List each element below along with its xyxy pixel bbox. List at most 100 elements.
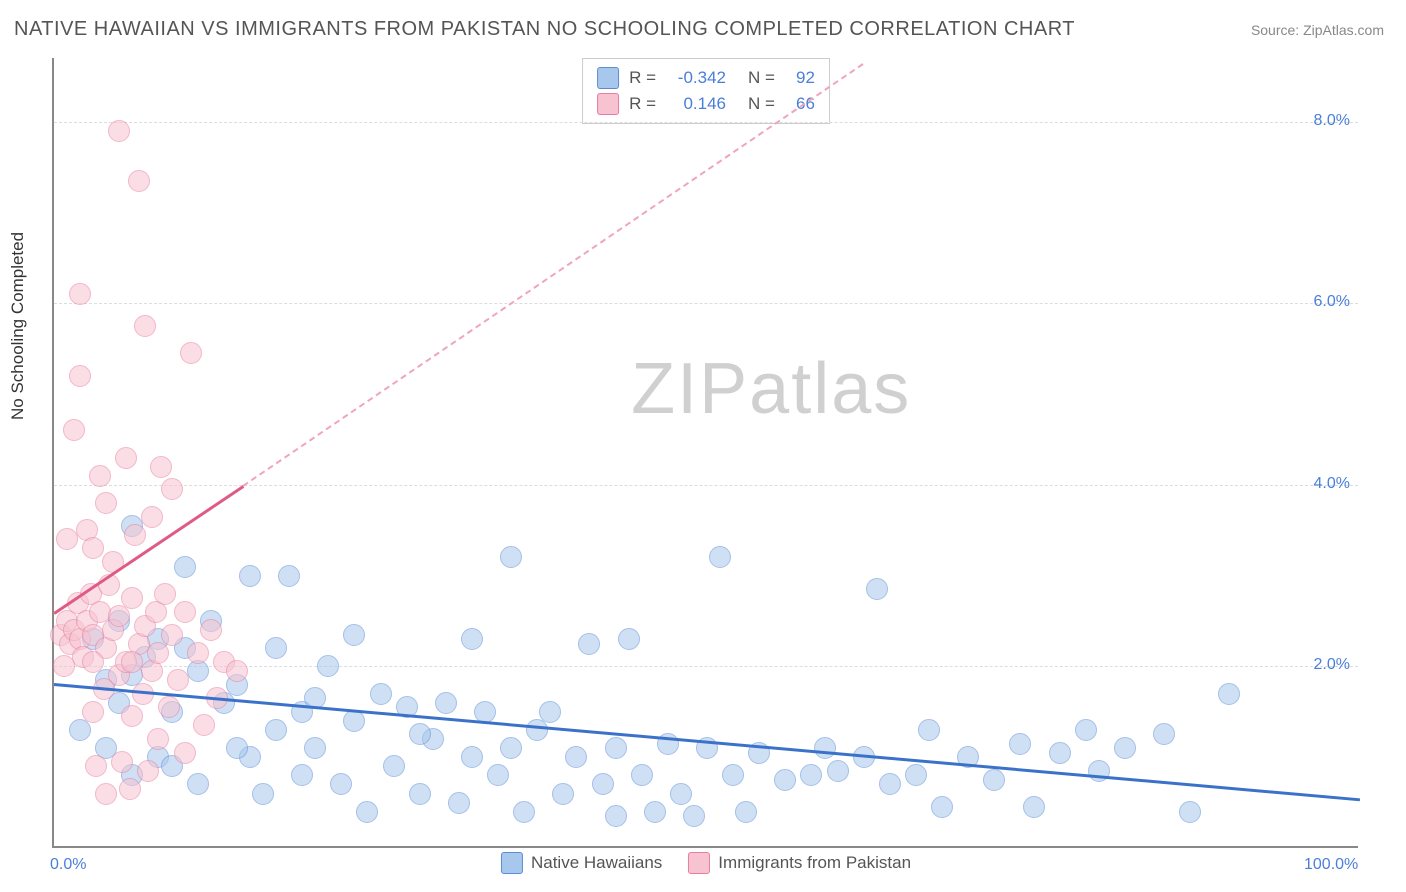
data-point — [161, 478, 183, 500]
data-point — [150, 456, 172, 478]
chart-title: NATIVE HAWAIIAN VS IMMIGRANTS FROM PAKIS… — [14, 18, 1075, 41]
data-point — [89, 465, 111, 487]
data-point — [670, 783, 692, 805]
data-point — [500, 546, 522, 568]
data-point — [774, 769, 796, 791]
data-point — [461, 746, 483, 768]
data-point — [174, 556, 196, 578]
legend-label-blue: Native Hawaiians — [531, 853, 662, 873]
data-point — [124, 524, 146, 546]
x-tick-label: 0.0% — [50, 856, 86, 874]
data-point — [193, 714, 215, 736]
y-tick-label: 2.0% — [1314, 656, 1350, 674]
data-point — [82, 537, 104, 559]
data-point — [435, 692, 457, 714]
data-point — [158, 696, 180, 718]
data-point — [578, 633, 600, 655]
data-point — [167, 669, 189, 691]
data-point — [1114, 737, 1136, 759]
data-point — [605, 805, 627, 827]
data-point — [1075, 719, 1097, 741]
watermark-zip: ZIP — [631, 349, 749, 429]
data-point — [187, 642, 209, 664]
data-point — [95, 492, 117, 514]
data-point — [487, 764, 509, 786]
data-point — [304, 737, 326, 759]
r-value-pink: 0.146 — [666, 94, 726, 114]
source-label: Source: ZipAtlas.com — [1251, 22, 1384, 38]
y-axis-label: No Schooling Completed — [8, 232, 28, 420]
gridline — [54, 485, 1358, 486]
data-point — [605, 737, 627, 759]
data-point — [409, 783, 431, 805]
data-point — [370, 683, 392, 705]
data-point — [539, 701, 561, 723]
r-label: R = — [629, 94, 656, 114]
stats-row-pink: R = 0.146 N = 66 — [597, 91, 815, 117]
data-point — [278, 565, 300, 587]
data-point — [187, 773, 209, 795]
data-point — [683, 805, 705, 827]
data-point — [827, 760, 849, 782]
data-point — [121, 705, 143, 727]
data-point — [722, 764, 744, 786]
r-label: R = — [629, 68, 656, 88]
data-point — [931, 796, 953, 818]
trend-line — [243, 63, 864, 487]
y-tick-label: 6.0% — [1314, 293, 1350, 311]
n-label: N = — [748, 94, 775, 114]
stats-legend-box: R = -0.342 N = 92 R = 0.146 N = 66 — [582, 58, 830, 124]
legend-label-pink: Immigrants from Pakistan — [718, 853, 911, 873]
data-point — [115, 447, 137, 469]
data-point — [983, 769, 1005, 791]
data-point — [526, 719, 548, 741]
data-point — [291, 764, 313, 786]
data-point — [82, 651, 104, 673]
data-point — [631, 764, 653, 786]
data-point — [265, 637, 287, 659]
data-point — [265, 719, 287, 741]
data-point — [513, 801, 535, 823]
data-point — [128, 170, 150, 192]
gridline — [54, 122, 1358, 123]
data-point — [69, 719, 91, 741]
data-point — [1179, 801, 1201, 823]
gridline — [54, 303, 1358, 304]
data-point — [800, 764, 822, 786]
data-point — [137, 760, 159, 782]
data-point — [866, 578, 888, 600]
swatch-blue-icon — [597, 67, 619, 89]
watermark: ZIPatlas — [631, 348, 911, 430]
data-point — [174, 601, 196, 623]
y-tick-label: 4.0% — [1314, 475, 1350, 493]
data-point — [82, 701, 104, 723]
r-value-blue: -0.342 — [666, 68, 726, 88]
data-point — [226, 737, 248, 759]
data-point — [552, 783, 574, 805]
data-point — [174, 742, 196, 764]
legend-item-pink: Immigrants from Pakistan — [688, 852, 911, 874]
data-point — [1049, 742, 1071, 764]
data-point — [709, 546, 731, 568]
data-point — [141, 506, 163, 528]
data-point — [239, 565, 261, 587]
series-legend: Native Hawaiians Immigrants from Pakista… — [501, 852, 911, 874]
n-value-blue: 92 — [785, 68, 815, 88]
data-point — [343, 624, 365, 646]
data-point — [500, 737, 522, 759]
data-point — [121, 587, 143, 609]
data-point — [1153, 723, 1175, 745]
data-point — [95, 783, 117, 805]
data-point — [161, 624, 183, 646]
data-point — [111, 751, 133, 773]
data-point — [461, 628, 483, 650]
swatch-pink-icon — [688, 852, 710, 874]
data-point — [565, 746, 587, 768]
data-point — [226, 660, 248, 682]
data-point — [409, 723, 431, 745]
data-point — [618, 628, 640, 650]
data-point — [119, 778, 141, 800]
n-label: N = — [748, 68, 775, 88]
swatch-blue-icon — [501, 852, 523, 874]
data-point — [63, 419, 85, 441]
